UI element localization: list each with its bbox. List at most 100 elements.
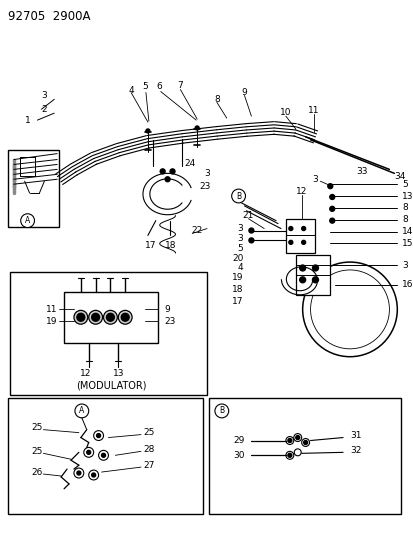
Text: 8: 8 [401, 215, 407, 224]
Circle shape [118, 310, 132, 324]
Text: 9: 9 [164, 305, 170, 314]
Text: 3: 3 [237, 224, 243, 233]
Text: 16: 16 [401, 280, 413, 289]
Text: 6: 6 [157, 82, 162, 91]
Circle shape [195, 126, 199, 130]
Circle shape [302, 262, 396, 357]
Circle shape [103, 310, 117, 324]
Circle shape [231, 189, 245, 203]
Text: 18: 18 [164, 241, 176, 250]
Text: 3: 3 [312, 175, 318, 184]
Circle shape [91, 313, 100, 321]
Circle shape [160, 169, 165, 174]
Circle shape [301, 439, 309, 447]
Text: 3: 3 [237, 234, 243, 243]
Text: 15: 15 [401, 239, 413, 248]
Circle shape [101, 454, 105, 457]
Circle shape [299, 265, 305, 271]
Text: 13: 13 [112, 369, 124, 378]
Circle shape [21, 214, 34, 228]
Bar [209, 398, 400, 514]
Circle shape [312, 265, 318, 271]
Circle shape [295, 435, 299, 440]
Text: 25: 25 [142, 428, 154, 437]
Circle shape [165, 177, 170, 182]
Text: 8: 8 [214, 95, 219, 104]
Text: 32: 32 [349, 446, 361, 455]
Circle shape [248, 228, 253, 233]
Text: 4: 4 [128, 86, 134, 95]
Text: A: A [25, 216, 30, 225]
Circle shape [299, 277, 305, 283]
Text: 4: 4 [237, 263, 243, 272]
Circle shape [312, 277, 318, 283]
Text: 30: 30 [233, 451, 244, 460]
Circle shape [74, 310, 88, 324]
Bar [64, 292, 157, 343]
Text: 34: 34 [394, 172, 405, 181]
Circle shape [301, 240, 305, 244]
Text: 33: 33 [355, 167, 367, 176]
Text: 3: 3 [401, 261, 407, 270]
Circle shape [106, 313, 114, 321]
Circle shape [87, 450, 90, 454]
Circle shape [285, 437, 293, 445]
Circle shape [303, 440, 307, 445]
Text: 5: 5 [142, 82, 147, 91]
Circle shape [170, 169, 175, 174]
Text: 2: 2 [41, 105, 47, 114]
Circle shape [288, 240, 292, 244]
Circle shape [287, 454, 291, 457]
Text: 25: 25 [31, 447, 43, 456]
Bar [8, 398, 203, 514]
Text: 11: 11 [307, 106, 318, 115]
Text: 92705  2900A: 92705 2900A [8, 10, 90, 23]
Text: 12: 12 [80, 369, 91, 378]
Text: 21: 21 [242, 211, 254, 220]
Text: B: B [219, 407, 224, 415]
Text: 17: 17 [231, 297, 243, 306]
Text: 25: 25 [31, 423, 43, 432]
Circle shape [96, 434, 100, 438]
Text: 17: 17 [145, 241, 156, 250]
Circle shape [327, 184, 332, 189]
Text: 24: 24 [184, 159, 195, 168]
Circle shape [287, 439, 291, 442]
Circle shape [91, 473, 95, 477]
Text: 3: 3 [41, 91, 47, 100]
Text: 29: 29 [233, 436, 244, 445]
Circle shape [285, 451, 293, 459]
Circle shape [88, 470, 98, 480]
Text: 1: 1 [25, 116, 30, 125]
Circle shape [121, 313, 129, 321]
Text: 13: 13 [401, 191, 413, 200]
Text: 10: 10 [280, 108, 291, 117]
Text: 8: 8 [401, 204, 407, 212]
Circle shape [329, 195, 334, 199]
Text: 9: 9 [241, 88, 247, 97]
Text: 20: 20 [232, 254, 243, 263]
Bar [10, 272, 206, 395]
Text: 27: 27 [142, 461, 154, 470]
Circle shape [329, 218, 334, 223]
Circle shape [301, 227, 305, 230]
Text: B: B [235, 191, 240, 200]
Circle shape [293, 434, 301, 441]
Text: 22: 22 [191, 226, 202, 235]
Circle shape [288, 227, 292, 230]
Circle shape [248, 238, 253, 243]
Text: 5: 5 [401, 180, 407, 189]
Text: 31: 31 [349, 431, 361, 440]
Text: 23: 23 [199, 182, 210, 191]
Circle shape [77, 313, 85, 321]
Text: 26: 26 [31, 467, 43, 477]
Text: 28: 28 [142, 445, 154, 454]
Bar [295, 255, 330, 295]
Text: 3: 3 [204, 169, 209, 178]
Text: 7: 7 [177, 81, 183, 90]
Bar [8, 150, 59, 227]
Circle shape [74, 468, 83, 478]
Circle shape [294, 449, 301, 456]
Circle shape [329, 206, 334, 211]
Circle shape [98, 450, 108, 460]
